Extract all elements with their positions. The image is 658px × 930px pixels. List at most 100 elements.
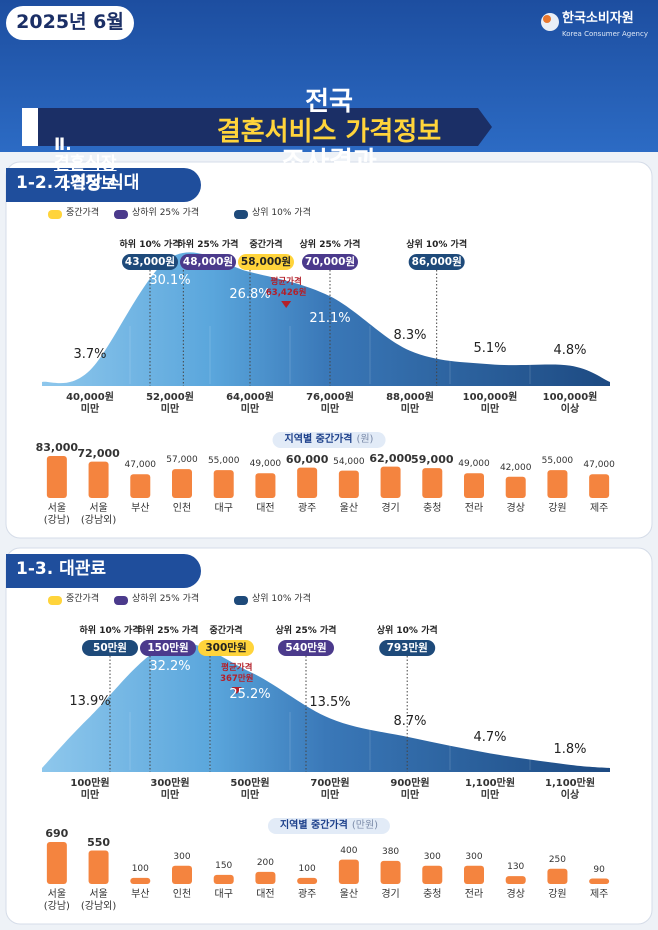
regional-title-text: 지역별 중간가격 <box>284 434 353 445</box>
marker-value: 48,000원 <box>182 256 234 268</box>
title-tab <box>6 554 201 588</box>
marker-name: 상위 25% 가격 <box>275 626 337 636</box>
bar-category: 서울 (강남) <box>43 889 70 912</box>
bar-category: 제주 <box>589 889 609 900</box>
value-label: 25.2% <box>229 686 271 702</box>
bar-category: 부산 <box>131 503 150 514</box>
legend-swatch <box>114 596 128 605</box>
marker-name: 하위 10% 가격 <box>79 626 141 636</box>
date-pill <box>6 6 134 40</box>
x-tick-label: 64,000원 미만 <box>226 392 274 415</box>
section-rest: 가격정보 <box>54 173 117 194</box>
mean-pointer <box>231 687 242 694</box>
chart-title: 1-3. 대관료 <box>16 559 107 579</box>
value-label: 13.9% <box>69 693 111 709</box>
value-label: 26.8% <box>229 287 271 303</box>
marker-value: 43,000원 <box>124 256 176 268</box>
bar-category: 울산 <box>339 503 359 514</box>
bar <box>255 473 276 498</box>
bar <box>547 868 568 884</box>
value-label: 8.3% <box>393 327 427 343</box>
x-tick-label: 100만원 미만 <box>70 778 110 801</box>
x-tick-label: 100,000원 이상 <box>542 392 598 415</box>
bar <box>46 842 67 884</box>
logo-dot <box>543 15 551 23</box>
marker-pill <box>122 254 178 270</box>
marker-value: 540만원 <box>285 642 327 654</box>
title-part: 전국 <box>305 86 353 117</box>
marker-name: 상위 25% 가격 <box>299 240 361 250</box>
bar-value-label: 130 <box>507 862 525 873</box>
regional-title-text: 지역별 중간가격 <box>279 820 348 831</box>
bar-category: 대전 <box>256 889 275 900</box>
value-label: 3.7% <box>73 347 107 363</box>
bar-value-label: 100 <box>131 863 149 874</box>
regional-title: 지역별 중간가격 (원) <box>272 432 386 448</box>
marker-name: 상위 10% 가격 <box>406 240 468 250</box>
marker-value: 50만원 <box>93 642 127 654</box>
bar-value-label: 42,000 <box>499 462 532 473</box>
bar-value-label: 49,000 <box>458 459 490 470</box>
bar-category: 경기 <box>381 889 400 900</box>
bar-value-label: 72,000 <box>77 446 120 460</box>
bar <box>338 859 359 884</box>
title-part: 조사결과 <box>281 146 377 177</box>
value-label: 21.1% <box>309 311 351 327</box>
legend-swatch <box>114 210 128 219</box>
x-tick-label: 88,000원 미만 <box>386 392 434 415</box>
bar <box>88 850 109 884</box>
bar-category: 울산 <box>339 889 359 900</box>
legend-label: 상위 10% 가격 <box>252 208 311 218</box>
marker-pill <box>82 640 138 656</box>
bar-category: 인천 <box>172 889 192 900</box>
marker-value: 86,000원 <box>411 256 462 268</box>
section-title: Ⅱ. 결혼식장 가격정보 <box>54 116 117 194</box>
value-label: 13.5% <box>309 695 351 711</box>
bar-value-label: 49,000 <box>249 459 282 470</box>
bar-value-label: 54,000 <box>333 456 365 467</box>
bar-category: 전라 <box>464 503 484 514</box>
legend-swatch <box>48 210 62 219</box>
marker-name: 하위 25% 가격 <box>137 626 199 636</box>
bar-value-label: 55,000 <box>541 456 574 467</box>
value-label: 30.1% <box>149 273 191 288</box>
bar-category: 경상 <box>506 889 525 900</box>
bar-category: 인천 <box>172 503 192 514</box>
bar-category: 광주 <box>297 503 317 514</box>
value-label: 5.1% <box>473 341 507 357</box>
bar-value-label: 200 <box>256 857 275 868</box>
x-tick-label: 1,100만원 이상 <box>544 778 596 801</box>
marker-pill <box>379 640 436 656</box>
bar-category: 광주 <box>297 889 317 900</box>
marker-pill <box>302 254 358 270</box>
bar <box>464 473 484 498</box>
regional-title: 지역별 중간가격 (만원) <box>267 818 391 834</box>
bar <box>505 476 526 498</box>
mean-name: 평균가격 <box>270 277 302 287</box>
bar-category: 강원 <box>548 503 567 514</box>
bar-category: 서울 (강남외) <box>80 889 117 912</box>
bar <box>130 474 151 498</box>
x-tick-label: 500만원 미만 <box>230 778 270 801</box>
x-tick-label: 100,000원 미만 <box>462 392 518 415</box>
bar <box>505 876 526 884</box>
bar-category: 강원 <box>548 889 567 900</box>
bar-value-label: 47,000 <box>124 460 157 471</box>
mean-name: 평균가격 <box>221 663 253 673</box>
bar-value-label: 47,000 <box>583 460 615 471</box>
bar <box>464 865 484 884</box>
bar <box>213 874 234 884</box>
x-tick-label: 40,000원 미만 <box>66 392 114 415</box>
marker-value: 58,000원 <box>240 256 292 268</box>
section-bar <box>22 108 492 146</box>
section-mark <box>22 108 38 146</box>
bar-category: 대전 <box>256 503 275 514</box>
bar-value-label: 100 <box>298 863 316 874</box>
x-tick-label: 76,000원 미만 <box>306 392 354 415</box>
legend-label: 중간가격 <box>66 208 100 218</box>
bar <box>297 877 318 884</box>
regional-unit: (만원) <box>351 820 379 831</box>
marker-pill <box>408 254 465 270</box>
bar <box>46 456 67 498</box>
bar-value-label: 83,000 <box>35 441 79 454</box>
